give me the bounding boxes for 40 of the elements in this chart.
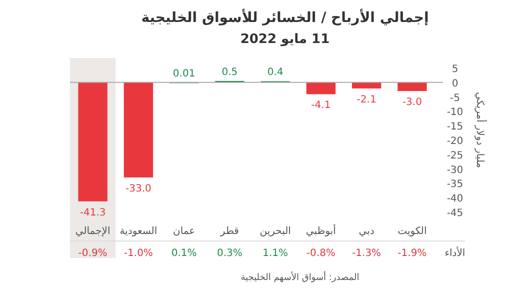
data-label: 0.4 (267, 67, 284, 78)
x-tick-label: أبوظبي (306, 224, 336, 237)
data-label: 0.5 (222, 66, 238, 78)
data-label: 0.01 (172, 68, 196, 80)
y-tick-label: -5 (450, 92, 460, 104)
y-tick-label: -10 (446, 107, 464, 118)
y-tick-label: -40 (446, 194, 464, 205)
data-label: -41.3 (80, 207, 106, 218)
x-tick-label: السعودية (120, 226, 158, 237)
x-tick-label: قطر (219, 226, 240, 237)
text: 0.1% (171, 248, 197, 259)
y-tick-label: -25 (446, 150, 464, 162)
y-tick-label: -35 (446, 179, 464, 190)
data-label: -4.1 (311, 100, 331, 112)
text: المصدر: أسواق الأسهم الخليجية (240, 271, 360, 283)
y-tick-label: 0 (452, 78, 458, 90)
y-tick-label: -45 (446, 208, 464, 219)
x-tick-label: دبي (358, 226, 374, 237)
text: -1.3% (352, 248, 382, 259)
data-label: -33.0 (126, 183, 152, 194)
text: 0.3% (216, 248, 242, 259)
chart-subtitle: 11 مايو 2022 (240, 32, 330, 47)
y-tick-label: -20 (446, 136, 464, 147)
y-tick-label: 5 (452, 64, 458, 75)
data-label: -2.1 (356, 94, 376, 106)
text: -1.0% (124, 248, 153, 259)
x-tick-label: عمان (172, 226, 196, 237)
text: -0.9% (78, 248, 108, 259)
text: -1.9% (398, 248, 427, 259)
data-label: -3.0 (402, 97, 422, 108)
y-axis-title: مليار دولار أمريكي (474, 92, 487, 168)
chart-title: إجمالي الأرباح / الخسائر للأسواق الخليجية (141, 8, 429, 26)
x-tick-label: البحرين (260, 226, 291, 237)
text: الأداء (444, 246, 466, 259)
y-tick-label: -15 (446, 122, 464, 133)
y-tick-label: -30 (446, 164, 464, 176)
x-tick-label: الإجمالي (75, 226, 110, 237)
text: -0.8% (306, 248, 336, 259)
x-tick-label: الكويت (398, 226, 427, 237)
text: 1.1% (262, 248, 288, 259)
